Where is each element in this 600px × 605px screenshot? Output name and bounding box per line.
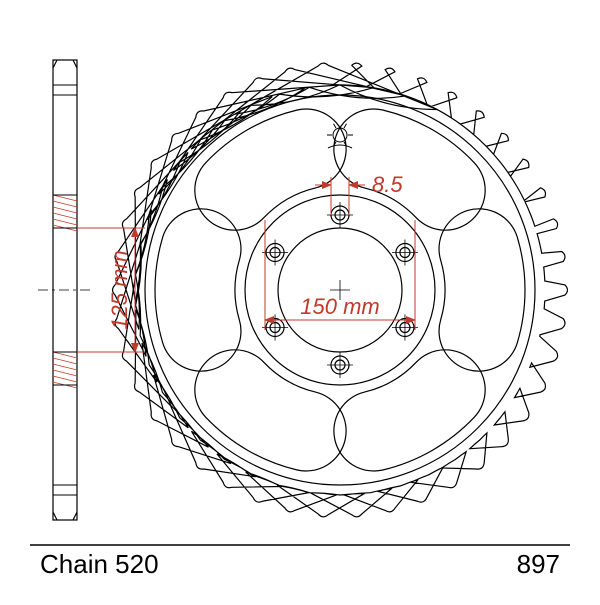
bolt-dimension: 8.5 — [372, 172, 403, 197]
sprocket-drawing: 150 mm 8.5 125 mm — [0, 0, 600, 600]
front-view: 150 mm 8.5 — [113, 63, 568, 517]
technical-diagram: 150 mm 8.5 125 mm — [0, 0, 600, 600]
pcd-dimension: 150 mm — [300, 294, 379, 319]
chain-spec: Chain 520 — [40, 549, 159, 580]
part-number: 897 — [517, 549, 560, 580]
side-view — [38, 60, 92, 520]
bottom-label-row: Chain 520 897 — [0, 549, 600, 580]
bore-dimension: 125 mm — [107, 250, 132, 329]
